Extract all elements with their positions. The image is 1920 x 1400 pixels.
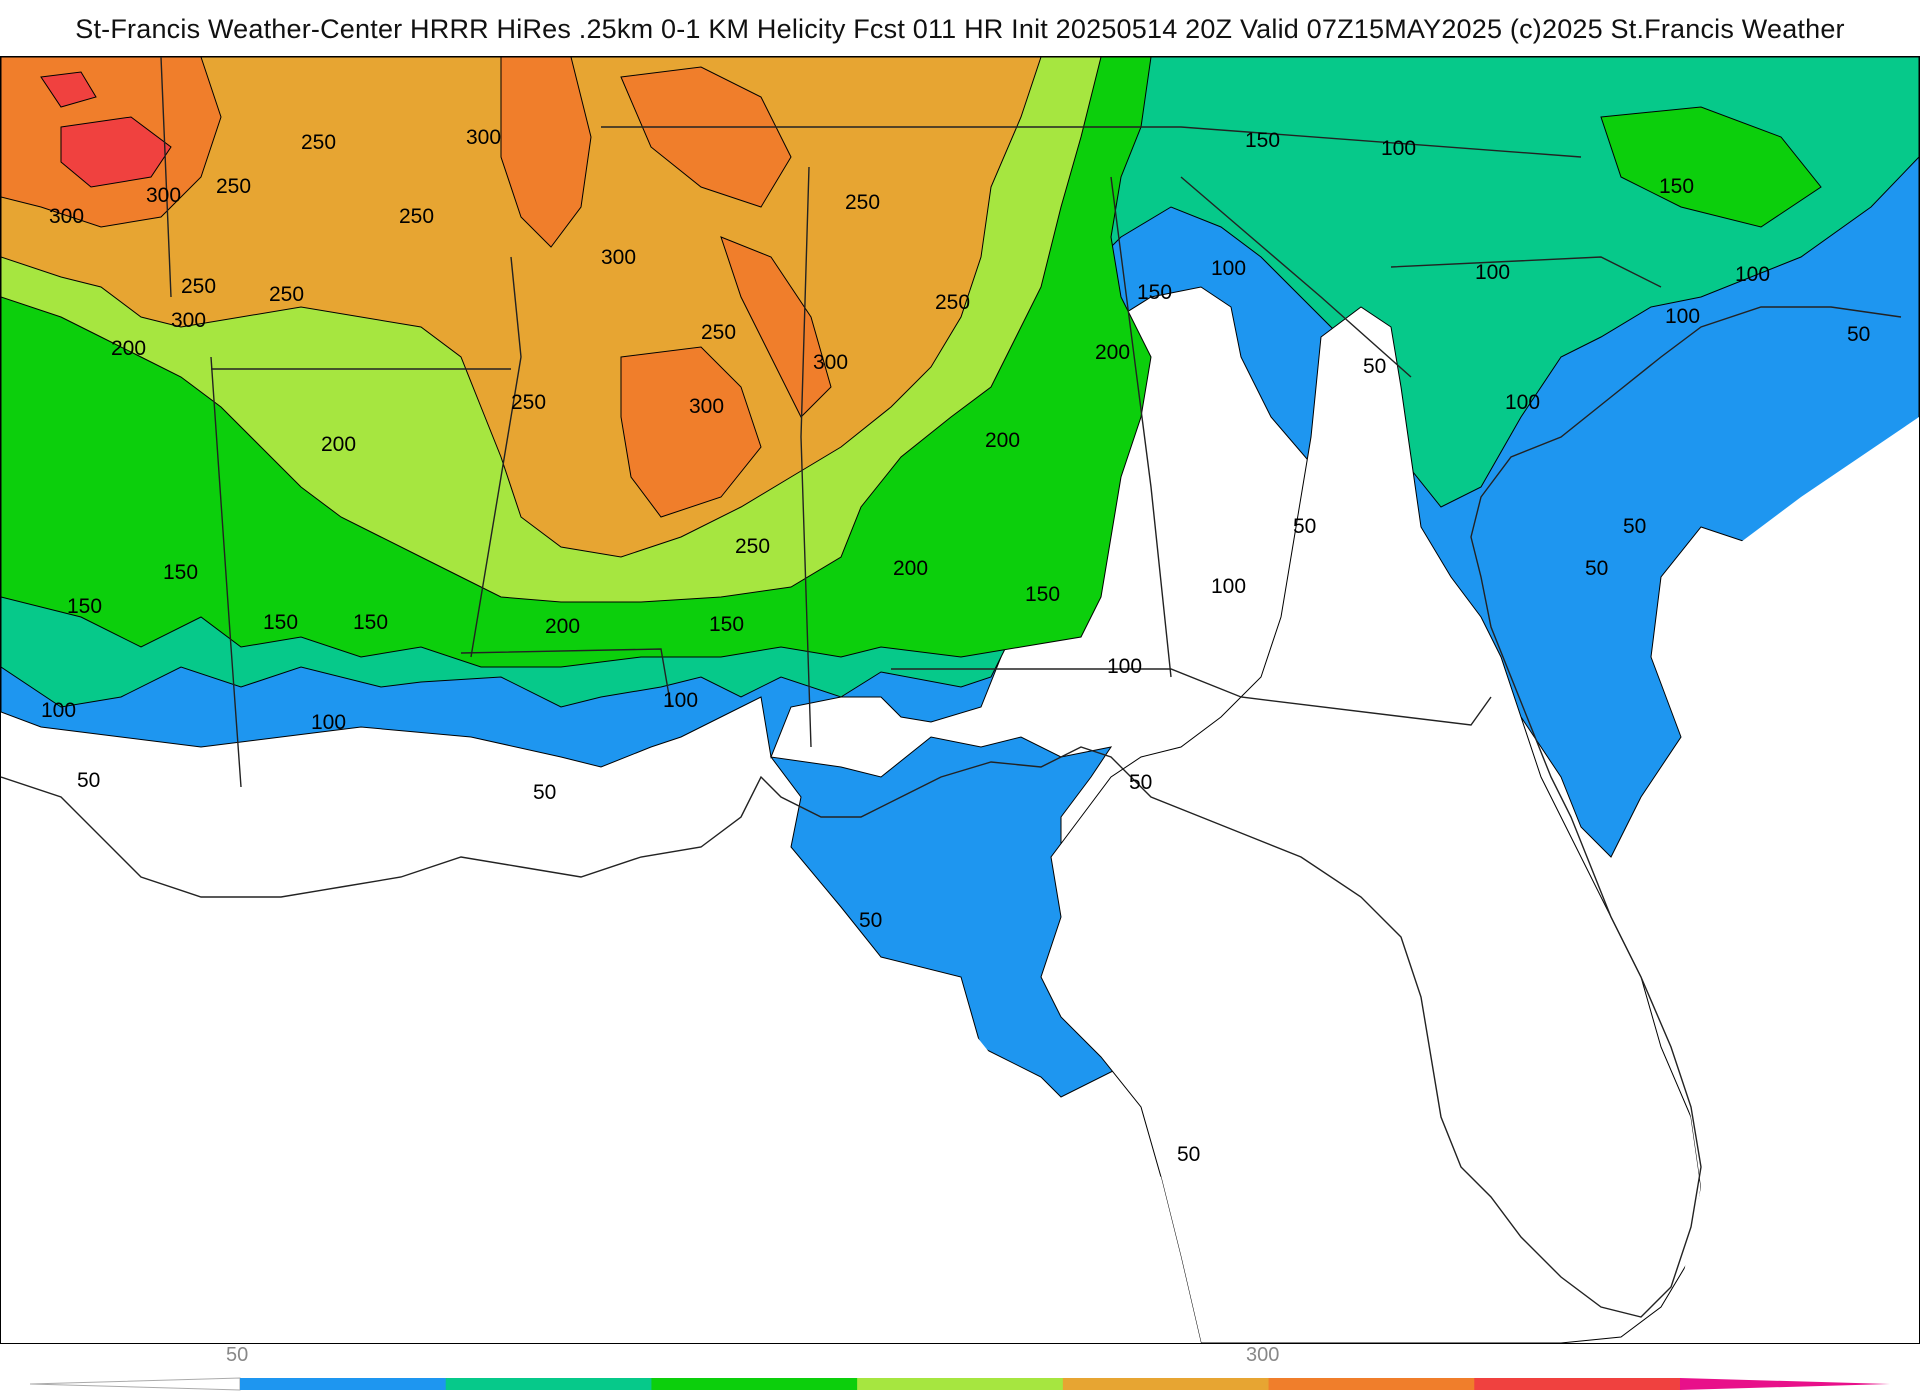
contour-label: 150 bbox=[163, 561, 198, 584]
contour-label: 100 bbox=[1211, 257, 1246, 280]
contour-label: 50 bbox=[1363, 355, 1386, 378]
colorbar-tick-50: 50 bbox=[226, 1344, 249, 1366]
band-150-200-ne bbox=[1600, 106, 1822, 228]
contour-label: 100 bbox=[1475, 261, 1510, 284]
contour-label: 150 bbox=[709, 613, 744, 636]
contour-label: 300 bbox=[689, 395, 724, 418]
atlantic-white-area bbox=[1641, 417, 1919, 1343]
colorbar-segment bbox=[651, 1378, 858, 1390]
contour-label: 100 bbox=[311, 711, 346, 734]
contour-label: 150 bbox=[263, 611, 298, 634]
contour-label: 50 bbox=[859, 909, 882, 932]
band-300-350-e bbox=[620, 66, 792, 208]
gulf-white-area bbox=[1, 777, 1201, 1343]
contour-label: 150 bbox=[67, 595, 102, 618]
contour-label: 250 bbox=[735, 535, 770, 558]
boundaries bbox=[1, 57, 1902, 1318]
contour-label: 300 bbox=[49, 205, 84, 228]
contour-label: 100 bbox=[663, 689, 698, 712]
map-title: St-Francis Weather-Center HRRR HiRes .25… bbox=[75, 14, 1845, 44]
state-border-nc-sc bbox=[1390, 256, 1662, 288]
contour-label: 50 bbox=[533, 781, 556, 804]
contour-label: 250 bbox=[511, 391, 546, 414]
contour-labels: 250 300 250 300 300 250 300 250 250 300 … bbox=[41, 126, 1870, 1166]
contour-label: 150 bbox=[1659, 175, 1694, 198]
colorbar-tick-300: 300 bbox=[1246, 1344, 1280, 1366]
band-300-350-a bbox=[620, 346, 762, 518]
contour-label: 250 bbox=[399, 205, 434, 228]
contour-label: 200 bbox=[1095, 341, 1130, 364]
contour-label: 150 bbox=[1245, 129, 1280, 152]
state-border-ok-ar bbox=[160, 57, 172, 298]
state-border-ms-river bbox=[470, 256, 522, 658]
contour-label: 150 bbox=[1025, 583, 1060, 606]
contour-label: 200 bbox=[545, 615, 580, 638]
contour-label: 250 bbox=[181, 275, 216, 298]
band-350-400-b bbox=[40, 71, 97, 108]
contour-label: 50 bbox=[1847, 323, 1870, 346]
contour-label: 100 bbox=[41, 699, 76, 722]
contour-label: 50 bbox=[1623, 515, 1646, 538]
helicity-map: 250 300 250 300 300 250 300 250 250 300 … bbox=[0, 56, 1920, 1344]
contour-label: 300 bbox=[146, 184, 181, 207]
state-border-ga-sc bbox=[1180, 176, 1412, 378]
contour-label: 100 bbox=[1735, 263, 1770, 286]
state-border-al-ga bbox=[1110, 176, 1172, 678]
contour-label: 250 bbox=[845, 191, 880, 214]
contour-label: 50 bbox=[1129, 771, 1152, 794]
gulf-coastline bbox=[1, 306, 1902, 1318]
contour-label: 100 bbox=[1107, 655, 1142, 678]
state-border-fl-north bbox=[891, 668, 1492, 726]
colorbar-low-arrow bbox=[30, 1377, 241, 1391]
contour-label: 50 bbox=[1293, 515, 1316, 538]
state-border-tn-north bbox=[601, 126, 1582, 158]
contour-fill-bands bbox=[1, 57, 1919, 1138]
contour-label: 50 bbox=[77, 769, 100, 792]
contour-label: 250 bbox=[701, 321, 736, 344]
contour-label: 250 bbox=[216, 175, 251, 198]
colorbar bbox=[30, 1377, 1890, 1391]
contour-label: 200 bbox=[321, 433, 356, 456]
contour-label: 200 bbox=[111, 337, 146, 360]
contour-label: 100 bbox=[1665, 305, 1700, 328]
colorbar-segment bbox=[1474, 1378, 1681, 1390]
state-border-ms-al bbox=[800, 166, 812, 748]
contour-label: 250 bbox=[935, 291, 970, 314]
contour-label: 100 bbox=[1381, 137, 1416, 160]
state-border-la-ms bbox=[460, 648, 672, 708]
contour-label: 300 bbox=[601, 246, 636, 269]
contour-label: 300 bbox=[813, 351, 848, 374]
colorbar-segment bbox=[857, 1378, 1064, 1390]
contour-label: 250 bbox=[269, 283, 304, 306]
colorbar-segments bbox=[240, 1378, 1681, 1390]
band-350-400 bbox=[60, 116, 172, 188]
contour-label: 200 bbox=[893, 557, 928, 580]
contour-label: 200 bbox=[985, 429, 1020, 452]
colorbar-segment bbox=[240, 1378, 447, 1390]
colorbar-segment bbox=[1268, 1378, 1475, 1390]
low-helicity-areas bbox=[1, 306, 1919, 1343]
contour-label: 50 bbox=[1585, 557, 1608, 580]
colorbar-high-arrow bbox=[1680, 1378, 1890, 1390]
colorbar-segment bbox=[445, 1378, 652, 1390]
band-300-350-d bbox=[500, 57, 592, 248]
contour-label: 300 bbox=[171, 309, 206, 332]
contour-label: 100 bbox=[1211, 575, 1246, 598]
colorbar-segment bbox=[1062, 1378, 1270, 1390]
florida-low-area bbox=[1040, 306, 1702, 1343]
contour-label: 50 bbox=[1177, 1143, 1200, 1166]
contour-label: 150 bbox=[353, 611, 388, 634]
band-250-300 bbox=[1, 57, 1042, 558]
contour-label: 300 bbox=[466, 126, 501, 149]
state-border-tx-la bbox=[210, 356, 242, 788]
contour-label: 250 bbox=[301, 131, 336, 154]
contour-label: 150 bbox=[1137, 281, 1172, 304]
contour-label: 100 bbox=[1505, 391, 1540, 414]
